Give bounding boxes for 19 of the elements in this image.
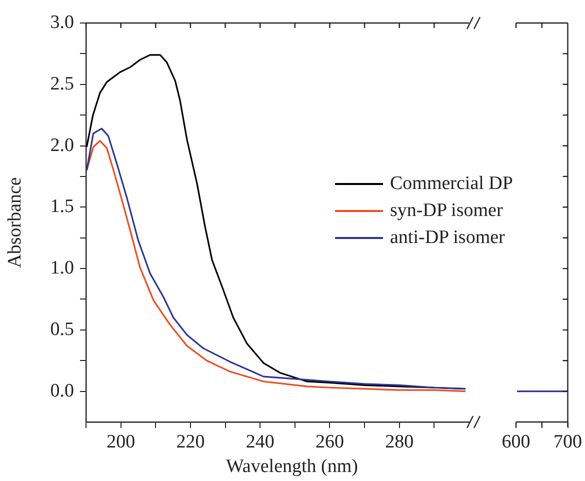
x-tick-label: 260 bbox=[315, 431, 344, 452]
y-tick-label: 3.0 bbox=[50, 12, 74, 33]
legend-label: anti-DP isomer bbox=[390, 226, 505, 248]
legend-label: Commercial DP bbox=[390, 172, 513, 194]
x-tick-label: 600 bbox=[502, 431, 530, 452]
y-tick-label: 1.0 bbox=[50, 258, 74, 279]
y-tick-label: 1.5 bbox=[50, 196, 74, 218]
x-tick-label: 200 bbox=[106, 431, 136, 452]
x-tick-label: 700 bbox=[554, 431, 582, 452]
x-axis-title: Wavelength (nm) bbox=[226, 456, 358, 478]
y-axis-title: Absorbance bbox=[4, 177, 26, 268]
x-tick-label: 240 bbox=[246, 431, 274, 452]
legend-label: syn-DP isomer bbox=[390, 200, 503, 222]
y-tick-label: 0.0 bbox=[50, 380, 74, 402]
y-tick-label: 0.5 bbox=[50, 318, 74, 340]
x-tick-label: 220 bbox=[176, 431, 205, 452]
y-tick-label: 2.0 bbox=[50, 134, 74, 156]
y-tick-label: 2.5 bbox=[50, 73, 74, 94]
x-tick-label: 280 bbox=[385, 431, 414, 452]
